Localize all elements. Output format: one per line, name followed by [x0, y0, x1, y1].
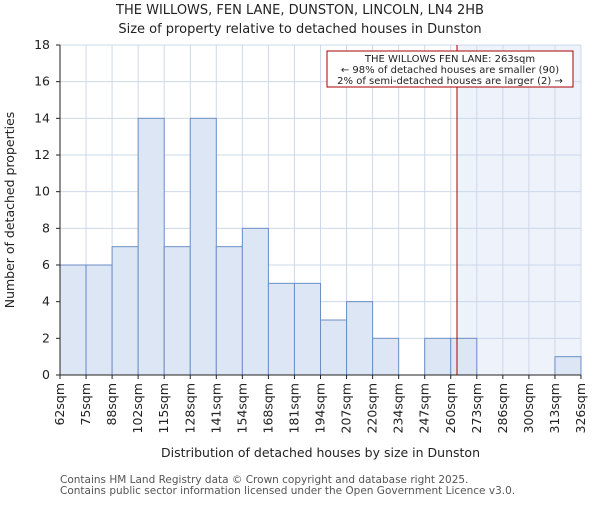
x-tick-label: 313sqm — [547, 383, 562, 433]
footer-line-1: Contains HM Land Registry data © Crown c… — [60, 474, 468, 486]
x-tick-label: 247sqm — [417, 383, 432, 433]
bar — [554, 356, 582, 376]
bar — [320, 319, 348, 376]
x-tick-label: 234sqm — [391, 383, 406, 433]
x-axis-ticks: 62sqm 75sqm 88sqm 102sqm 115sqm 128sqm 141sqm 1… — [52, 375, 588, 433]
bar — [189, 117, 217, 376]
x-tick-label: 220sqm — [365, 383, 380, 433]
x-tick-label: 326sqm — [573, 383, 588, 433]
y-tick-label: 6 — [42, 257, 50, 272]
y-axis-ticks: 0 2 4 6 8 10 12 14 16 18 — [34, 37, 60, 382]
y-axis-label: Number of detached properties — [2, 112, 17, 309]
x-axis-label: Distribution of detached houses by size … — [161, 445, 480, 460]
y-tick-label: 10 — [34, 184, 50, 199]
y-tick-label: 2 — [42, 330, 50, 345]
x-tick-label: 273sqm — [469, 383, 484, 433]
x-tick-label: 194sqm — [313, 383, 328, 433]
chart-subtitle: Size of property relative to detached ho… — [118, 22, 481, 37]
bar — [346, 301, 374, 376]
bars — [59, 117, 582, 376]
annotation-line-3: 2% of semi-detached houses are larger (2… — [337, 76, 563, 87]
annotation-line-2: ← 98% of detached houses are smaller (90… — [341, 65, 559, 76]
bar — [267, 282, 295, 376]
y-tick-label: 8 — [42, 220, 50, 235]
y-tick-label: 12 — [34, 147, 50, 162]
bar — [163, 246, 191, 376]
bar — [450, 337, 478, 376]
x-tick-label: 154sqm — [234, 383, 249, 433]
x-tick-label: 168sqm — [260, 383, 275, 433]
bar — [293, 282, 322, 376]
y-tick-label: 18 — [34, 37, 50, 52]
y-tick-label: 16 — [34, 74, 50, 89]
x-tick-label: 115sqm — [156, 383, 171, 433]
x-tick-label: 102sqm — [130, 383, 145, 433]
chart-title: THE WILLOWS, FEN LANE, DUNSTON, LINCOLN,… — [115, 3, 484, 18]
bar — [215, 246, 243, 376]
highlight-region — [457, 45, 581, 375]
y-tick-label: 14 — [34, 110, 50, 125]
x-tick-label: 62sqm — [52, 383, 67, 426]
bar — [111, 246, 139, 376]
bar — [241, 227, 269, 376]
x-tick-label: 88sqm — [104, 383, 119, 426]
y-tick-label: 4 — [42, 294, 50, 309]
x-tick-label: 181sqm — [286, 383, 301, 433]
annotation-line-1: THE WILLOWS FEN LANE: 263sqm — [364, 54, 535, 65]
x-tick-label: 141sqm — [208, 383, 223, 433]
annotation-box — [326, 50, 574, 88]
x-tick-label: 260sqm — [443, 383, 458, 433]
bar — [372, 337, 400, 376]
y-tick-label: 0 — [42, 367, 50, 382]
bar — [137, 117, 165, 376]
bar — [85, 264, 113, 376]
x-tick-label: 300sqm — [521, 383, 536, 433]
footer-line-2: Contains public sector information licen… — [60, 485, 515, 497]
x-tick-label: 286sqm — [495, 383, 510, 433]
x-tick-label: 75sqm — [78, 383, 93, 426]
x-tick-label: 128sqm — [182, 383, 197, 433]
bar — [59, 264, 87, 376]
bar — [424, 337, 452, 376]
x-tick-label: 207sqm — [339, 383, 354, 433]
